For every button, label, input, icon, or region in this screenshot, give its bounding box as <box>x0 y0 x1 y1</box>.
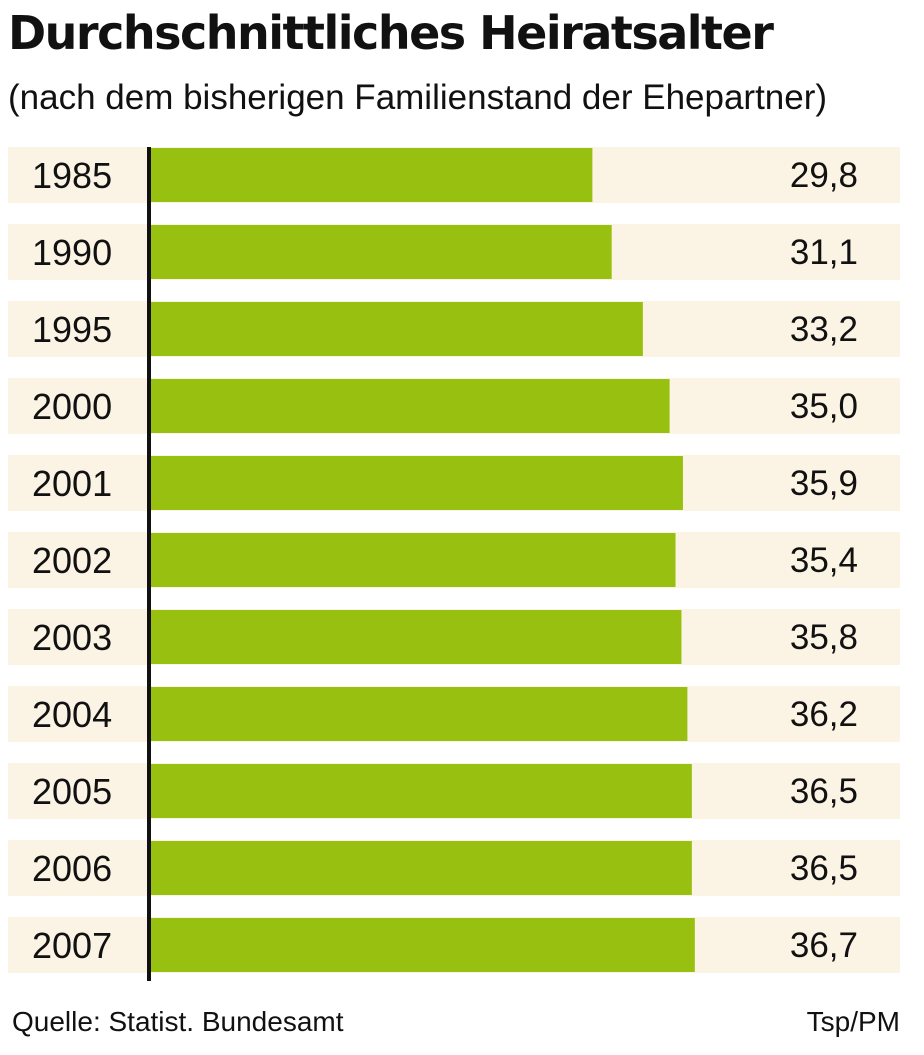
bar-2003 <box>150 610 682 664</box>
value-label: 36,7 <box>790 926 858 965</box>
category-label: 2003 <box>32 617 112 658</box>
bar-2005 <box>150 764 692 818</box>
bar-1990 <box>150 225 612 279</box>
bar-1995 <box>150 302 643 356</box>
category-label: 1995 <box>32 309 112 350</box>
bar-2000 <box>150 379 670 433</box>
category-label: 2004 <box>32 694 112 735</box>
bar-2004 <box>150 687 688 741</box>
category-label: 1990 <box>32 232 112 273</box>
bar-2001 <box>150 456 683 510</box>
category-label: 2001 <box>32 463 112 504</box>
bar-chart: 1985 29,8 1990 31,1 1995 33,2 2000 35,0 2001 35,9… <box>8 147 900 981</box>
value-label: 36,5 <box>790 772 858 811</box>
value-label: 36,5 <box>790 849 858 888</box>
value-label: 35,0 <box>790 387 858 426</box>
value-label: 31,1 <box>790 233 858 272</box>
chart-subtitle: (nach dem bisherigen Familienstand der E… <box>8 78 828 117</box>
bar-2007 <box>150 918 695 972</box>
bar-2006 <box>150 841 692 895</box>
category-label: 2000 <box>32 386 112 427</box>
value-label: 35,4 <box>790 541 858 580</box>
category-label: 1985 <box>32 155 112 196</box>
value-label: 35,8 <box>790 618 858 657</box>
value-label: 33,2 <box>790 310 858 349</box>
chart-title: Durchschnittliches Heiratsalter <box>8 6 774 60</box>
value-label: 29,8 <box>790 156 858 195</box>
value-label: 35,9 <box>790 464 858 503</box>
value-label: 36,2 <box>790 695 858 734</box>
bar-1985 <box>150 148 593 202</box>
category-label: 2006 <box>32 848 112 889</box>
credit-note: Tsp/PM <box>806 1006 900 1037</box>
source-note: Quelle: Statist. Bundesamt <box>12 1006 344 1037</box>
category-label: 2002 <box>32 540 112 581</box>
bar-2002 <box>150 533 676 587</box>
category-label: 2005 <box>32 771 112 812</box>
category-label: 2007 <box>32 925 112 966</box>
